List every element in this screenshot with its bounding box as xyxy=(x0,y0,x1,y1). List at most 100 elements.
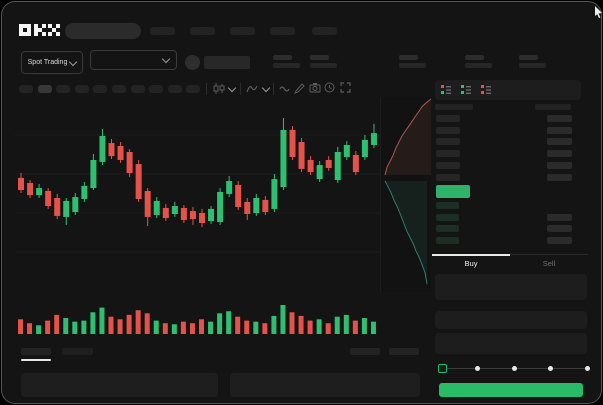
ticker-stat xyxy=(519,55,547,68)
ticker-stat xyxy=(273,55,301,68)
history-button[interactable] xyxy=(324,82,335,93)
active-tab-underline xyxy=(432,254,510,256)
toolbar-divider xyxy=(273,83,274,95)
stat-label-placeholder xyxy=(399,55,418,60)
fullscreen-button[interactable] xyxy=(340,82,351,93)
ask-amount-placeholder[interactable] xyxy=(547,150,572,158)
volume-canvas xyxy=(18,305,376,334)
okx-logo[interactable] xyxy=(19,23,61,37)
tab-buy[interactable]: Buy xyxy=(432,255,510,272)
chart-type-button[interactable] xyxy=(213,82,225,95)
expand-icon xyxy=(340,82,351,93)
mouse-cursor xyxy=(595,6,602,18)
stat-value-placeholder xyxy=(310,63,337,68)
interval-pill[interactable] xyxy=(56,85,71,93)
tab-buy-label: Buy xyxy=(464,259,478,268)
indicators-button[interactable] xyxy=(246,82,258,95)
line-tool-button[interactable] xyxy=(279,83,290,94)
interval-pill[interactable] xyxy=(186,85,201,93)
market-mode-selector[interactable]: Spot Trading xyxy=(21,51,83,74)
pair-name-placeholder[interactable] xyxy=(204,56,250,69)
interval-pill[interactable] xyxy=(19,85,33,93)
bottom-action-pill-2[interactable] xyxy=(389,348,419,355)
trade-tabs: Buy Sell xyxy=(432,254,588,272)
bid-price-placeholder[interactable] xyxy=(436,213,459,221)
last-price-badge[interactable] xyxy=(436,185,470,198)
pair-selector[interactable] xyxy=(90,50,177,70)
bid-amount-placeholder[interactable] xyxy=(547,237,572,245)
stat-value-placeholder xyxy=(399,63,426,68)
ask-price-placeholder[interactable] xyxy=(436,138,460,146)
draw-tool-button[interactable] xyxy=(294,82,305,94)
chevron-down-icon xyxy=(69,57,78,66)
amount-slider[interactable] xyxy=(438,364,590,373)
orderbook-bids-icon[interactable] xyxy=(460,84,472,96)
ask-amount-placeholder[interactable] xyxy=(547,138,572,146)
screenshot-button[interactable] xyxy=(309,82,321,93)
depth-pane[interactable] xyxy=(380,97,431,292)
volume-pane[interactable] xyxy=(15,300,383,334)
ask-amount-placeholder[interactable] xyxy=(547,115,572,122)
slider-handle[interactable] xyxy=(438,364,447,373)
ask-price-placeholder[interactable] xyxy=(436,150,460,158)
history-icon xyxy=(324,82,335,93)
order-type-field[interactable] xyxy=(435,274,587,300)
ask-price-placeholder[interactable] xyxy=(436,126,460,134)
ask-amount-placeholder[interactable] xyxy=(547,126,572,134)
interval-pill[interactable] xyxy=(167,85,182,93)
ask-amount-placeholder[interactable] xyxy=(547,161,572,169)
nav-item[interactable] xyxy=(312,27,337,35)
camera-icon xyxy=(309,83,321,93)
depth-canvas xyxy=(384,98,431,285)
ask-amount-placeholder[interactable] xyxy=(547,173,572,181)
orderbook-both-icon[interactable] xyxy=(440,84,452,96)
slider-stop[interactable] xyxy=(585,366,590,371)
wave-icon xyxy=(279,86,290,92)
indicators-icon xyxy=(246,85,258,93)
slider-stop[interactable] xyxy=(511,366,517,371)
slider-stop[interactable] xyxy=(548,366,554,371)
bid-amount-placeholder[interactable] xyxy=(547,225,572,233)
search-input[interactable] xyxy=(65,23,141,39)
slider-stop[interactable] xyxy=(474,366,480,371)
ticker-stat xyxy=(465,55,493,68)
bottom-tab-order-history[interactable] xyxy=(62,348,93,355)
stat-label-placeholder xyxy=(310,55,329,60)
bid-price-placeholder[interactable] xyxy=(436,237,459,245)
price-field[interactable] xyxy=(435,311,587,329)
interval-pill[interactable] xyxy=(93,85,108,93)
nav-item[interactable] xyxy=(150,27,175,35)
interval-pill[interactable] xyxy=(149,85,164,93)
price-chart[interactable] xyxy=(15,97,383,292)
assets-panel xyxy=(230,373,420,397)
buy-submit-button[interactable] xyxy=(439,383,583,397)
ask-price-placeholder[interactable] xyxy=(436,173,460,181)
orderbook-layout-toggle xyxy=(435,80,581,100)
amount-field[interactable] xyxy=(435,333,587,354)
stat-value-placeholder xyxy=(465,63,492,68)
interval-pill[interactable] xyxy=(37,85,52,93)
interval-pill[interactable] xyxy=(74,85,89,93)
nav-item[interactable] xyxy=(190,27,215,35)
ask-price-placeholder[interactable] xyxy=(436,161,460,169)
tab-sell[interactable]: Sell xyxy=(510,255,588,272)
interval-pill[interactable] xyxy=(112,85,126,93)
stat-value-placeholder xyxy=(519,63,546,68)
chevron-down-icon[interactable] xyxy=(261,83,271,93)
orderbook-asks-icon[interactable] xyxy=(480,84,492,96)
ask-price-placeholder[interactable] xyxy=(436,115,460,122)
chevron-down-icon xyxy=(161,54,171,64)
nav-item[interactable] xyxy=(270,27,295,35)
bid-price-placeholder[interactable] xyxy=(436,225,459,233)
chevron-down-icon[interactable] xyxy=(227,83,237,93)
pencil-icon xyxy=(294,83,305,94)
interval-pill[interactable] xyxy=(130,85,145,93)
nav-item[interactable] xyxy=(230,27,255,35)
bottom-action-pill-1[interactable] xyxy=(350,348,380,355)
bid-amount-placeholder[interactable] xyxy=(547,213,572,221)
ticker-stat xyxy=(310,55,338,68)
bid-price-placeholder[interactable] xyxy=(436,202,459,209)
bottom-tab-open-orders[interactable] xyxy=(21,348,51,355)
